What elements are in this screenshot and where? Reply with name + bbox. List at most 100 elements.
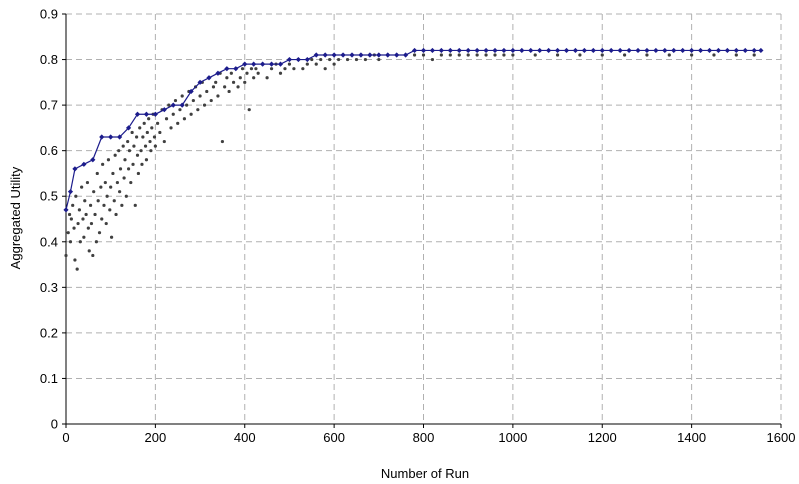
scatter-point <box>66 231 70 235</box>
line-marker <box>108 134 114 140</box>
grid <box>66 13 782 424</box>
x-tick-label: 1400 <box>677 430 706 445</box>
line-marker <box>483 47 489 54</box>
scatter-point <box>124 194 128 198</box>
x-axis-title: Number of Run <box>381 466 469 481</box>
scatter-point <box>240 67 245 71</box>
scatter-point <box>115 180 119 185</box>
scatter-point <box>105 194 109 198</box>
scatter-point <box>167 103 171 107</box>
line-marker <box>742 47 748 54</box>
scatter-point <box>196 108 200 112</box>
scatter-point <box>178 108 182 112</box>
scatter-point <box>81 217 85 221</box>
scatter-point <box>466 53 470 57</box>
scatter-point <box>118 167 123 171</box>
line-marker <box>438 47 444 54</box>
scatter-point <box>169 126 173 130</box>
line-marker <box>179 102 185 108</box>
scatter-point <box>287 62 292 66</box>
scatter-point <box>99 185 103 189</box>
scatter-point <box>120 203 124 207</box>
scatter-point <box>136 171 140 176</box>
scatter-point <box>92 190 96 194</box>
scatter-point <box>83 199 87 203</box>
line-marker <box>501 47 507 54</box>
scatter-point <box>109 185 113 189</box>
line-marker <box>394 52 400 58</box>
line-marker <box>134 111 141 117</box>
scatter-point <box>118 190 122 194</box>
line-marker <box>751 47 757 54</box>
line-marker <box>286 56 293 63</box>
y-tick-label: 0.1 <box>40 371 58 386</box>
tick-labels: 0 0.1 0.2 0.3 0.4 0.5 0.6 0.7 0.8 0.9 0 200 400 600 80… <box>40 7 796 446</box>
scatter-point <box>87 249 91 253</box>
scatter-point <box>198 94 202 98</box>
scatter-point <box>202 103 207 107</box>
scatter-point <box>131 162 135 166</box>
scatter-point <box>243 80 247 84</box>
scatter-point <box>145 130 149 135</box>
y-tick-label: 0.3 <box>40 280 58 295</box>
line-marker <box>546 47 552 54</box>
scatter-point <box>133 203 137 207</box>
line-series <box>63 47 764 213</box>
scatter-point <box>249 67 254 71</box>
line-marker <box>608 47 614 54</box>
line-marker <box>758 47 764 54</box>
line-marker <box>662 47 668 54</box>
x-tick-label: 1600 <box>767 430 796 445</box>
line-marker <box>403 52 409 58</box>
scatter-point <box>191 98 195 103</box>
line-marker <box>161 107 167 113</box>
scatter-point <box>141 135 145 139</box>
line-marker <box>322 52 328 58</box>
y-axis-title: Aggregated Utility <box>8 166 23 269</box>
scatter-point <box>412 53 417 57</box>
scatter-point <box>690 53 694 57</box>
line-marker <box>376 52 382 58</box>
line-marker <box>331 52 337 58</box>
line-marker <box>215 70 221 76</box>
scatter-point <box>89 221 94 226</box>
line-marker <box>510 47 516 54</box>
line-marker <box>358 52 364 58</box>
line-marker <box>581 47 587 54</box>
scatter-point <box>214 80 218 84</box>
line-marker <box>733 47 739 54</box>
scatter-point <box>712 53 716 57</box>
x-tick-label: 1200 <box>588 430 617 445</box>
scatter-point <box>91 253 95 258</box>
line-marker <box>715 47 722 54</box>
scatter-point <box>88 203 93 207</box>
scatter-point <box>111 171 115 176</box>
scatter-point <box>64 253 68 258</box>
y-tick-label: 0.4 <box>40 234 58 249</box>
line-marker <box>635 47 641 54</box>
y-tick-label: 0 <box>51 417 58 432</box>
scatter-point <box>328 57 332 62</box>
scatter-point <box>142 121 146 125</box>
scatter-point <box>278 71 283 75</box>
scatter-point <box>209 98 213 103</box>
scatter-point <box>104 221 108 226</box>
scatter-point <box>439 53 443 57</box>
line-marker <box>456 47 462 54</box>
line-marker <box>644 47 650 54</box>
scatter-point <box>140 162 144 166</box>
line-marker <box>626 47 632 54</box>
scatter-point <box>130 130 134 135</box>
line-marker <box>313 52 319 58</box>
scatter-point <box>117 149 121 153</box>
scatter-point <box>231 80 236 84</box>
scatter-point <box>345 57 350 62</box>
scatter-point <box>377 57 381 62</box>
scatter-point <box>80 185 84 189</box>
scatter-point <box>310 57 314 62</box>
scatter-point <box>323 67 327 71</box>
line-marker <box>81 161 87 167</box>
scatter-point <box>135 153 140 157</box>
line-marker <box>680 47 686 54</box>
scatter-point <box>109 235 114 239</box>
